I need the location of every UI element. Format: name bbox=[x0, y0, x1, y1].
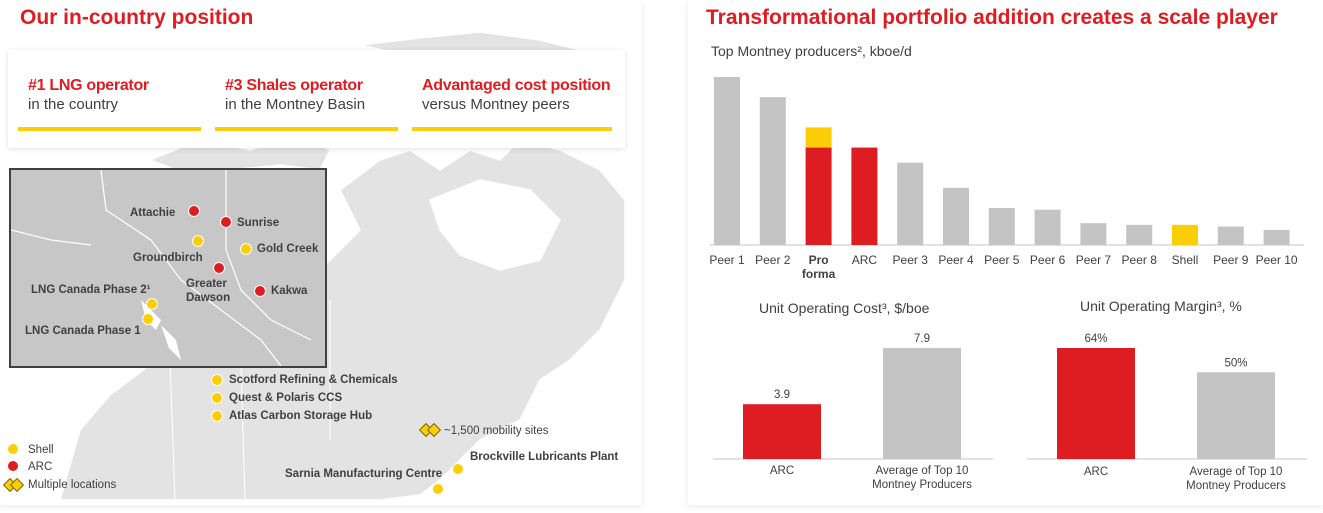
left-panel: Our in-country position #1 LNG operator … bbox=[0, 0, 642, 505]
x-tick-label: Shell bbox=[1172, 253, 1199, 267]
bar-peer-1 bbox=[714, 77, 740, 245]
bar-peer-8 bbox=[1126, 224, 1153, 245]
x-tick-label: Peer 6 bbox=[1030, 253, 1066, 267]
producers-subtitle: Top Montney producers², kboe/d bbox=[711, 43, 912, 59]
bar-pro-forma-arc bbox=[805, 147, 832, 245]
x-tick-label: ARC bbox=[770, 465, 794, 477]
x-tick-label: ARC bbox=[852, 253, 878, 267]
arc-dot-greater-dawson bbox=[213, 262, 225, 274]
shell-dot-sarnia bbox=[432, 483, 444, 495]
x-tick-label: ARC bbox=[1084, 466, 1108, 478]
shell-dot-gold-creek bbox=[240, 243, 252, 255]
arc-dot-sunrise bbox=[220, 216, 232, 228]
label-lng-phase-1: LNG Canada Phase 1 bbox=[25, 325, 141, 337]
x-tick-label: Average of Top 10 Montney Producers bbox=[1186, 466, 1286, 492]
label-brockville: Brockville Lubricants Plant bbox=[470, 451, 619, 463]
data-label: 64% bbox=[1084, 333, 1107, 345]
data-label: 50% bbox=[1224, 357, 1247, 369]
bar-average bbox=[1197, 372, 1275, 459]
bar-peer-6 bbox=[1034, 209, 1061, 245]
stat-headline: #3 Shales operator bbox=[225, 77, 363, 94]
label-atlas: Atlas Carbon Storage Hub bbox=[229, 410, 373, 422]
shell-dot-scotford bbox=[211, 374, 223, 386]
x-tick-label: Peer 9 bbox=[1213, 253, 1249, 267]
shell-dot-lng-phase-1 bbox=[142, 313, 154, 325]
x-tick-label: Peer 7 bbox=[1076, 253, 1112, 267]
margin-chart-title: Unit Operating Margin³, % bbox=[1080, 298, 1242, 314]
x-tick-label: Peer 5 bbox=[984, 253, 1020, 267]
bar-arc bbox=[1057, 348, 1135, 459]
label-greater: Greater bbox=[186, 278, 227, 290]
right-panel: Transformational portfolio addition crea… bbox=[688, 0, 1323, 505]
label-quest: Quest & Polaris CCS bbox=[229, 392, 343, 404]
stat-card-shales: #3 Shales operator in the Montney Basin bbox=[215, 63, 398, 131]
cost-bar-chart: 3.9 ARC 7.9 Average of Top 10 Montney Produc… bbox=[713, 333, 993, 491]
arc-dot-kakwa bbox=[254, 285, 266, 297]
left-title: Our in-country position bbox=[20, 6, 254, 29]
inset-boundaries bbox=[11, 170, 312, 366]
label-attachie: Attachie bbox=[130, 207, 176, 219]
stat-subtext: in the Montney Basin bbox=[225, 96, 366, 113]
montney-inset-map: Attachie Sunrise Groundbirch Gold Creek … bbox=[9, 168, 327, 368]
shell-dot-lng-phase-2 bbox=[146, 298, 158, 310]
label-groundbirch: Groundbirch bbox=[133, 252, 203, 264]
legend-shell-swatch bbox=[7, 443, 19, 455]
stat-card-cost: Advantaged cost position versus Montney … bbox=[412, 63, 612, 131]
bar-shell bbox=[1172, 224, 1198, 245]
legend-multiple-label: Multiple locations bbox=[28, 479, 117, 491]
shell-dot-quest bbox=[211, 392, 223, 404]
stat-headline: Advantaged cost position bbox=[422, 77, 611, 94]
bar-arc bbox=[743, 404, 821, 459]
label-gold-creek: Gold Creek bbox=[257, 243, 319, 255]
label-dawson: Dawson bbox=[186, 292, 231, 304]
label-lng-phase-2: LNG Canada Phase 2¹ bbox=[31, 284, 151, 296]
bar-average bbox=[883, 348, 961, 459]
bar-peer-2 bbox=[759, 97, 786, 245]
label-mobility: ~1,500 mobility sites bbox=[444, 425, 549, 437]
label-sunrise: Sunrise bbox=[237, 217, 280, 229]
x-tick-label: Peer 2 bbox=[755, 253, 791, 267]
legend-arc-swatch bbox=[7, 460, 19, 472]
shell-dot-groundbirch bbox=[192, 235, 204, 247]
bar-arc bbox=[851, 147, 878, 245]
bar-peer-5 bbox=[988, 208, 1015, 245]
x-tick-label: Average of Top 10 Montney Producers bbox=[872, 465, 972, 491]
bar-peer-4 bbox=[943, 187, 969, 245]
cost-chart-title: Unit Operating Cost³, $/boe bbox=[759, 300, 930, 316]
bar-peer-7 bbox=[1080, 223, 1107, 245]
x-tick-label: Peer 1 bbox=[709, 253, 745, 267]
stat-subtext: in the country bbox=[28, 96, 119, 113]
x-tick-label: Peer 10 bbox=[1256, 253, 1298, 267]
stat-subtext: versus Montney peers bbox=[422, 96, 570, 113]
bar-peer-10 bbox=[1263, 229, 1290, 245]
producers-bar-chart: Peer 1 Peer 2 Pro forma ARC Peer 3 Peer 4 Peer … bbox=[709, 77, 1304, 281]
x-tick-label: Peer 3 bbox=[893, 253, 929, 267]
label-sarnia: Sarnia Manufacturing Centre bbox=[285, 468, 443, 480]
x-tick-label: Peer 8 bbox=[1122, 253, 1158, 267]
data-label: 3.9 bbox=[774, 389, 790, 401]
shell-dot-atlas bbox=[211, 410, 223, 422]
x-tick-label: Pro forma bbox=[802, 253, 836, 281]
label-scotford: Scotford Refining & Chemicals bbox=[229, 374, 398, 386]
bar-peer-3 bbox=[897, 162, 924, 245]
shell-dot-brockville bbox=[452, 463, 464, 475]
legend-arc-label: ARC bbox=[28, 461, 53, 473]
margin-bar-chart: 64% ARC 50% Average of Top 10 Montney Produc… bbox=[1027, 333, 1307, 492]
label-kakwa: Kakwa bbox=[271, 285, 308, 297]
bar-pro-forma-shell bbox=[805, 127, 832, 148]
x-tick-label: Peer 4 bbox=[938, 253, 974, 267]
legend-shell-label: Shell bbox=[28, 444, 54, 456]
bar-peer-9 bbox=[1217, 226, 1244, 245]
stat-headline: #1 LNG operator bbox=[28, 77, 149, 94]
arc-dot-attachie bbox=[188, 205, 200, 217]
data-label: 7.9 bbox=[914, 333, 930, 345]
right-title: Transformational portfolio addition crea… bbox=[706, 6, 1278, 29]
stat-card-lng: #1 LNG operator in the country bbox=[18, 63, 201, 131]
